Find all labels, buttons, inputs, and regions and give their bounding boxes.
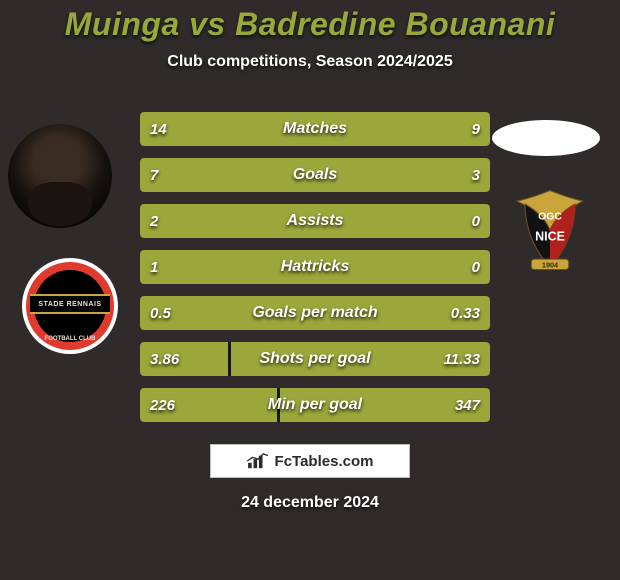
brand-text: FcTables.com	[275, 453, 374, 470]
bar-left	[140, 388, 277, 422]
player-left-avatar	[8, 124, 112, 228]
stat-row: Assists20	[140, 204, 490, 238]
comparison-card: Muinga vs Badredine Bouanani Club compet…	[0, 0, 620, 580]
stats-table: Matches149 Goals73 Assists20 Hattricks10 Goa…	[140, 112, 490, 434]
player-right-avatar	[492, 120, 600, 156]
bar-left	[140, 250, 490, 284]
bar-right	[350, 296, 490, 330]
brand-chart-icon	[247, 452, 269, 470]
bar-left	[140, 204, 490, 238]
bar-right	[231, 342, 490, 376]
bar-right	[280, 388, 490, 422]
subtitle: Club competitions, Season 2024/2025	[0, 53, 620, 71]
nice-crest-svg: OGC NICE 1904	[498, 178, 602, 282]
svg-text:1904: 1904	[542, 260, 558, 269]
bar-left	[140, 158, 385, 192]
crest-subtext: FOOTBALL CLUB	[22, 336, 118, 342]
svg-text:NICE: NICE	[535, 229, 565, 243]
bar-left	[140, 112, 350, 146]
club-crest-left: STADE RENNAIS FOOTBALL CLUB	[22, 258, 118, 354]
brand-box: FcTables.com	[210, 444, 410, 478]
bar-left	[140, 296, 350, 330]
svg-text:OGC: OGC	[538, 212, 562, 223]
club-crest-right: OGC NICE 1904	[498, 178, 602, 282]
bar-left	[140, 342, 228, 376]
crest-band: STADE RENNAIS	[30, 294, 110, 314]
stat-row: Goals73	[140, 158, 490, 192]
stat-row: Hattricks10	[140, 250, 490, 284]
page-title: Muinga vs Badredine Bouanani	[0, 0, 620, 43]
date-text: 24 december 2024	[0, 494, 620, 512]
stat-row: Goals per match0.50.33	[140, 296, 490, 330]
stat-row: Min per goal226347	[140, 388, 490, 422]
stat-row: Shots per goal3.8611.33	[140, 342, 490, 376]
bar-right	[350, 112, 490, 146]
bar-right	[385, 158, 490, 192]
stat-row: Matches149	[140, 112, 490, 146]
